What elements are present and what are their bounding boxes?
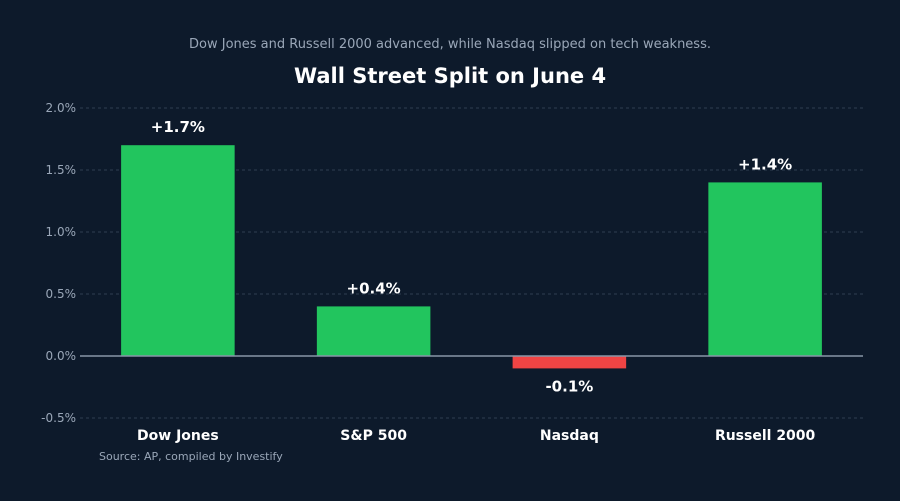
bar-dow-jones [121,145,235,356]
bar-russell-2000 [708,182,822,356]
y-tick-label: 0.0% [46,349,77,363]
y-tick-label: 0.5% [46,287,77,301]
y-tick-label: 1.5% [46,163,77,177]
data-label: +1.7% [151,118,205,136]
chart-subtitle: Dow Jones and Russell 2000 advanced, whi… [189,37,711,52]
data-label: -0.1% [545,377,593,395]
x-category-label: Dow Jones [137,428,219,444]
source-note: Source: AP, compiled by Investify [99,450,283,463]
x-category-label: Russell 2000 [715,428,816,444]
data-label: +0.4% [347,279,401,297]
x-category-label: S&P 500 [340,428,407,444]
x-category-label: Nasdaq [540,428,599,444]
y-tick-label: 1.0% [46,225,77,239]
data-label: +1.4% [738,155,792,173]
y-tick-label: -0.5% [41,411,76,425]
chart-title: Wall Street Split on June 4 [293,64,607,88]
bar-s-p-500 [316,306,431,356]
y-tick-label: 2.0% [46,101,77,115]
bar-nasdaq [512,356,627,369]
